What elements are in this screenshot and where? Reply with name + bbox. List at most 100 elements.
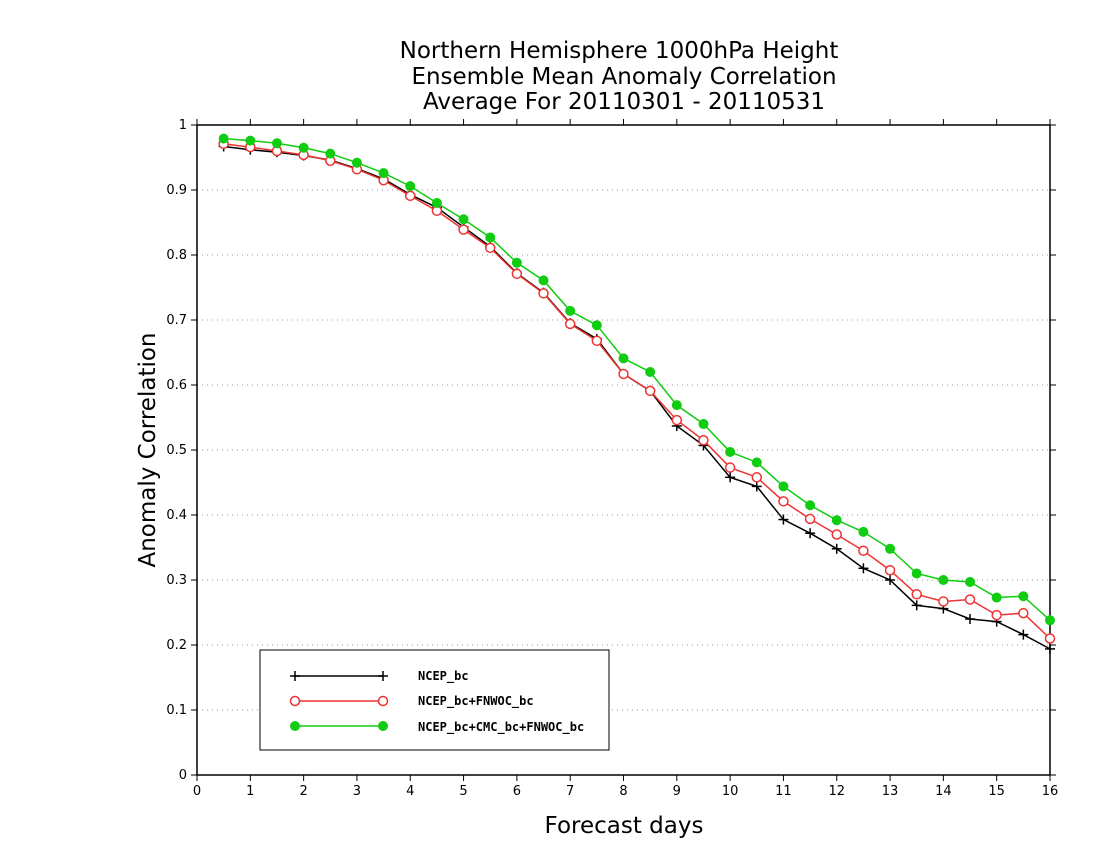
data-point-ncep-bc-cmc-bc-fnwoc-bc xyxy=(325,148,336,159)
data-point-ncep-bc-cmc-bc-fnwoc-bc xyxy=(618,353,629,364)
data-point-ncep-bc-fnmoc-bc xyxy=(751,472,763,483)
legend-marks xyxy=(289,671,389,731)
x-tick-label: 2 xyxy=(299,784,307,799)
x-tick-label: 16 xyxy=(1042,784,1059,799)
data-point-ncep-bc-fnmoc-bc xyxy=(564,318,576,330)
chart-title-line-1: Northern Hemisphere 1000hPa Height xyxy=(400,38,839,64)
data-point-ncep-bc-cmc-bc-fnwoc-bc xyxy=(511,257,522,268)
data-point-ncep-bc xyxy=(778,514,789,525)
chart-title-line-3: Average For 20110301 - 20110531 xyxy=(423,89,825,115)
data-point-ncep-bc-cmc-bc-fnwoc-bc xyxy=(378,168,389,179)
data-point-ncep-bc-fnmoc-bc xyxy=(698,435,709,446)
data-point-ncep-bc-fnmoc-bc xyxy=(804,513,816,525)
data-point-ncep-bc xyxy=(911,600,922,611)
y-tick-label: 0.9 xyxy=(166,183,187,198)
y-tick-label: 0.3 xyxy=(166,573,187,588)
x-tick-label: 0 xyxy=(193,784,201,799)
data-point-ncep-bc-fnmoc-bc xyxy=(858,545,869,556)
data-point-ncep-bc-cmc-bc-fnwoc-bc xyxy=(431,198,442,208)
x-axis-label: Forecast days xyxy=(545,813,704,839)
data-point-ncep-bc-cmc-bc-fnwoc-bc xyxy=(218,133,229,144)
data-point-ncep-bc-fnmoc-bc xyxy=(405,190,416,202)
series-line-ncep-bc xyxy=(223,145,1051,650)
data-point-ncep-bc-fnmoc-bc xyxy=(831,529,842,540)
data-point-ncep-bc xyxy=(1045,643,1055,654)
legend: NCEP_bc NCEP_bc+FNWOC_bc NCEP_bc+CMC_bc+… xyxy=(259,649,610,751)
data-point-ncep-bc-fnmoc-bc xyxy=(591,335,603,347)
data-point-ncep-bc-fnmoc-bc xyxy=(538,288,549,299)
data-point-ncep-bc-fnmoc-bc xyxy=(724,462,736,473)
x-tick-label: 8 xyxy=(619,784,627,799)
data-point-ncep-bc-cmc-bc-fnwoc-bc xyxy=(1045,615,1055,626)
y-tick-label: 0.1 xyxy=(166,703,187,718)
data-point-ncep-bc-fnmoc-bc xyxy=(484,242,496,254)
data-point-ncep-bc-cmc-bc-fnwoc-bc xyxy=(458,214,469,225)
y-tick-label: 1 xyxy=(179,118,187,133)
data-point-ncep-bc-cmc-bc-fnwoc-bc xyxy=(645,367,656,377)
y-tick-label: 0.6 xyxy=(166,378,187,393)
legend-marker-start-ncep-bc-fnmoc-bc xyxy=(289,695,301,707)
data-point-ncep-bc-cmc-bc-fnwoc-bc xyxy=(831,515,842,526)
data-point-ncep-bc-fnmoc-bc xyxy=(1018,607,1029,619)
data-point-ncep-bc-fnmoc-bc xyxy=(458,224,469,235)
data-point-ncep-bc-cmc-bc-fnwoc-bc xyxy=(1018,591,1029,602)
y-tick-label: 0.7 xyxy=(166,313,187,328)
data-point-ncep-bc-cmc-bc-fnwoc-bc xyxy=(351,157,362,168)
data-point-ncep-bc xyxy=(751,481,762,492)
series-line-ncep-bc-cmc-bc-fnwoc-bc xyxy=(223,137,1051,621)
data-point-ncep-bc xyxy=(965,614,976,624)
x-tick-label: 12 xyxy=(828,784,845,799)
data-point-ncep-bc-cmc-bc-fnwoc-bc xyxy=(271,138,282,149)
data-point-ncep-bc-fnmoc-bc xyxy=(511,268,523,280)
legend-marker-start-ncep-bc-cmc-bc-fnwoc-bc xyxy=(290,721,300,731)
data-point-ncep-bc-fnmoc-bc xyxy=(671,414,683,426)
x-tick-label: 11 xyxy=(775,784,792,799)
legend-marker-end-ncep-bc-fnmoc-bc xyxy=(377,695,389,707)
series-group xyxy=(218,133,1056,654)
grid-lines xyxy=(197,189,1050,711)
data-point-ncep-bc-cmc-bc-fnwoc-bc xyxy=(245,135,256,146)
data-point-ncep-bc-cmc-bc-fnwoc-bc xyxy=(538,275,549,286)
data-point-ncep-bc xyxy=(831,543,842,554)
data-point-ncep-bc-cmc-bc-fnwoc-bc xyxy=(565,305,576,316)
data-point-ncep-bc-cmc-bc-fnwoc-bc xyxy=(725,446,736,457)
y-tick-label: 0.2 xyxy=(166,638,187,653)
data-point-ncep-bc-fnmoc-bc xyxy=(644,385,656,397)
data-point-ncep-bc-fnmoc-bc xyxy=(911,589,922,600)
legend-marker-end-ncep-bc-cmc-bc-fnwoc-bc xyxy=(378,721,388,731)
series-ncep-bc-fnmoc-bc xyxy=(218,138,1056,644)
legend-marker-end-ncep-bc xyxy=(378,671,388,681)
series-line-ncep-bc-fnmoc-bc xyxy=(223,143,1051,640)
x-tick-label: 13 xyxy=(882,784,899,799)
data-point-ncep-bc-cmc-bc-fnwoc-bc xyxy=(485,232,496,243)
y-tick-label: 0.5 xyxy=(166,443,187,458)
y-tick-label: 0 xyxy=(179,768,187,783)
data-point-ncep-bc-cmc-bc-fnwoc-bc xyxy=(858,526,869,537)
data-point-ncep-bc-cmc-bc-fnwoc-bc xyxy=(671,400,682,411)
x-tick-label: 9 xyxy=(673,784,681,799)
data-point-ncep-bc-cmc-bc-fnwoc-bc xyxy=(751,457,762,468)
data-point-ncep-bc-fnmoc-bc xyxy=(618,368,629,380)
data-point-ncep-bc-cmc-bc-fnwoc-bc xyxy=(885,543,896,554)
data-point-ncep-bc xyxy=(858,563,869,574)
legend-label-ncep-fnwoc: NCEP_bc+FNWOC_bc xyxy=(418,694,534,709)
x-tick-label: 14 xyxy=(935,784,952,799)
data-point-ncep-bc-cmc-bc-fnwoc-bc xyxy=(805,500,816,511)
data-point-ncep-bc-cmc-bc-fnwoc-bc xyxy=(938,575,949,585)
data-point-ncep-bc xyxy=(885,575,896,585)
chart-title-line-2: Ensemble Mean Anomaly Correlation xyxy=(411,64,836,90)
data-point-ncep-bc-cmc-bc-fnwoc-bc xyxy=(991,592,1002,603)
data-point-ncep-bc-cmc-bc-fnwoc-bc xyxy=(965,576,976,587)
x-tick-label: 1 xyxy=(246,784,254,799)
data-point-ncep-bc-cmc-bc-fnwoc-bc xyxy=(778,481,789,492)
x-tick-label: 5 xyxy=(459,784,467,799)
legend-label-ncep: NCEP_bc xyxy=(418,669,469,684)
legend-marker-start-ncep-bc xyxy=(290,671,300,681)
data-point-ncep-bc-fnmoc-bc xyxy=(778,496,789,507)
legend-label-ncep-cmc-fnwoc: NCEP_bc+CMC_bc+FNWOC_bc xyxy=(418,720,584,735)
data-point-ncep-bc-cmc-bc-fnwoc-bc xyxy=(591,320,602,331)
data-point-ncep-bc-cmc-bc-fnwoc-bc xyxy=(405,181,416,192)
data-point-ncep-bc-fnmoc-bc xyxy=(1044,633,1056,644)
data-point-ncep-bc-fnmoc-bc xyxy=(884,565,896,576)
